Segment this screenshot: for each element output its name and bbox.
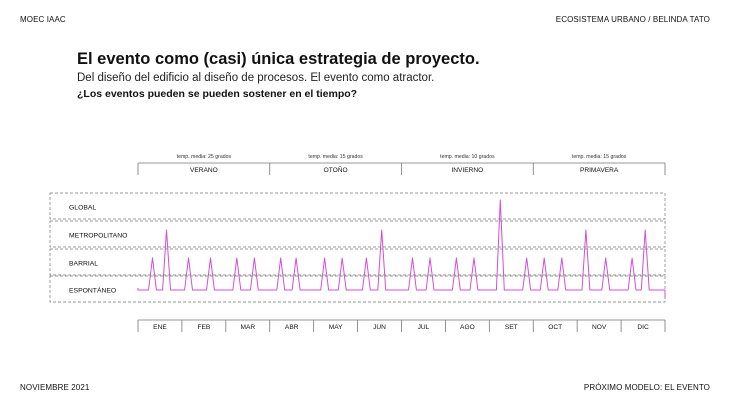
month-tick-label: ABR <box>285 324 299 331</box>
level-row-frame <box>49 248 666 276</box>
month-tick-label: OCT <box>548 324 562 331</box>
level-labels-group: ESPONTÁNEO BARRIAL METROPOLITANO GLOBAL <box>69 205 127 295</box>
season-name-label: INVIERNO <box>451 167 483 174</box>
month-tick-label: ENE <box>153 324 167 331</box>
footer-right-label: PRÓXIMO MODELO: EL EVENTO <box>583 383 710 392</box>
month-tick-label: JUL <box>418 324 430 331</box>
season-temp-label: temp. media: 15 grados <box>572 154 627 160</box>
month-tick-label: SET <box>505 324 518 331</box>
season-name-label: PRIMAVERA <box>580 167 619 174</box>
level-row-frame <box>49 220 666 248</box>
level-row-frame <box>49 192 666 220</box>
season-temp-label: temp. media: 25 grados <box>177 154 232 160</box>
header-left-label: MOEC IAAC <box>20 15 66 24</box>
level-label: METROPOLITANO <box>69 233 127 240</box>
month-axis-group: ENE FEB MAR ABR MAY JUN JUL AGO SET OCT NOV DIC <box>137 319 666 332</box>
month-tick-label: MAY <box>329 324 343 331</box>
page-question: ¿Los eventos pueden se pueden sostener e… <box>77 88 358 100</box>
page-subtitle: Del diseño del edificio al diseño de pro… <box>77 72 435 84</box>
month-tick-label: DIC <box>637 324 649 331</box>
season-temp-label: temp. media: 10 grados <box>440 154 495 160</box>
footer-left-label: NOVIEMBRE 2021 <box>20 383 90 392</box>
season-name-label: OTOÑO <box>324 165 348 174</box>
month-tick-label: FEB <box>197 324 210 331</box>
level-label: GLOBAL <box>69 205 96 212</box>
event-activity-line <box>137 199 666 298</box>
level-row-frame <box>49 275 666 303</box>
month-tick-label: JUN <box>373 324 386 331</box>
header-right-label: ECOSISTEMA URBANO / BELINDA TATO <box>555 15 710 24</box>
page-title: El evento como (casi) única estrategia d… <box>77 50 480 68</box>
season-header-group: temp. media: 25 grados VERANO temp. media:… <box>137 154 666 175</box>
level-label: BARRIAL <box>69 261 98 268</box>
level-label: ESPONTÁNEO <box>69 286 116 295</box>
month-tick-label: NOV <box>592 324 607 331</box>
month-tick-label: AGO <box>460 324 475 331</box>
month-tick-label: MAR <box>240 324 255 331</box>
season-temp-label: temp. media: 15 grados <box>308 154 363 160</box>
season-name-label: VERANO <box>190 167 218 174</box>
level-rows-group <box>49 192 666 303</box>
